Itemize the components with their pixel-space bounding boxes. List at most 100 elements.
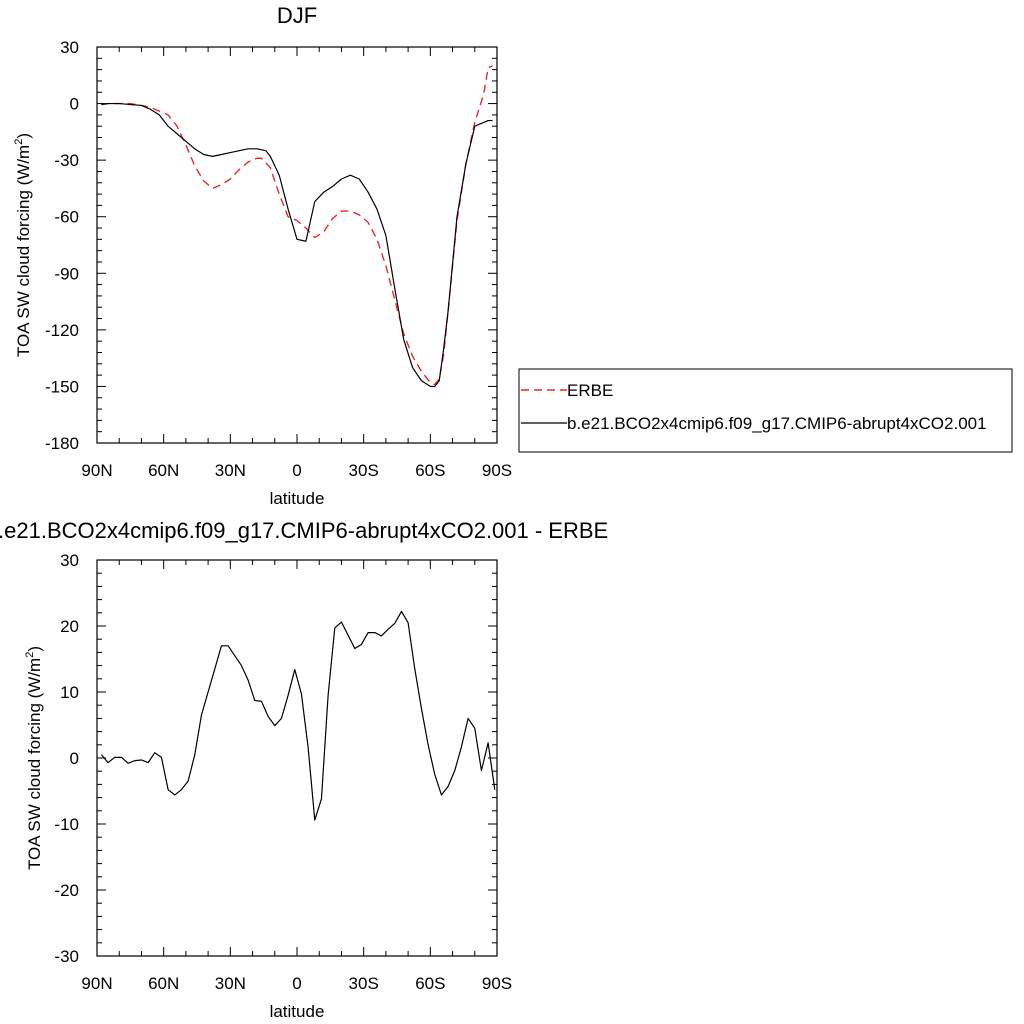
data-point bbox=[440, 794, 442, 796]
data-point bbox=[400, 610, 402, 612]
panel-top-ylabel-tail: ) bbox=[14, 133, 33, 139]
panel-top-ylabel-sup: 2 bbox=[13, 139, 25, 145]
data-point bbox=[185, 144, 187, 146]
data-point bbox=[294, 668, 296, 670]
x-tick-label: 60N bbox=[148, 461, 179, 480]
data-point bbox=[240, 664, 242, 666]
data-point bbox=[380, 635, 382, 637]
data-point bbox=[247, 679, 249, 681]
data-point bbox=[287, 208, 289, 210]
panel-bottom-xlabel: latitude bbox=[270, 1002, 325, 1021]
panel-bottom-ylabel: TOA SW cloud forcing (W/m2) bbox=[24, 646, 44, 870]
data-point bbox=[314, 200, 316, 202]
panel-bottom-series bbox=[100, 610, 496, 821]
data-point bbox=[134, 759, 136, 761]
data-point bbox=[140, 104, 142, 106]
data-point bbox=[260, 700, 262, 702]
x-tick-label: 60N bbox=[148, 974, 179, 993]
data-point bbox=[140, 759, 142, 761]
y-tick-label: -30 bbox=[54, 947, 79, 966]
data-point bbox=[340, 621, 342, 623]
data-point bbox=[487, 742, 489, 744]
panel-bottom-ylabel-sup: 2 bbox=[24, 652, 36, 658]
data-point bbox=[129, 103, 131, 105]
data-point bbox=[114, 756, 116, 758]
data-point bbox=[358, 178, 360, 180]
data-point bbox=[358, 214, 360, 216]
data-point bbox=[229, 151, 231, 153]
panel-top-ylabel: TOA SW cloud forcing (W/m2) bbox=[13, 133, 33, 357]
data-point bbox=[454, 769, 456, 771]
y-tick-label: -90 bbox=[54, 264, 79, 283]
data-point bbox=[278, 193, 280, 195]
panel-top-series bbox=[100, 65, 494, 388]
data-point bbox=[256, 157, 258, 159]
data-point bbox=[167, 125, 169, 127]
data-point bbox=[149, 108, 151, 110]
data-point bbox=[367, 631, 369, 633]
data-point bbox=[300, 693, 302, 695]
data-point bbox=[147, 761, 149, 763]
y-tick-label: -20 bbox=[54, 881, 79, 900]
data-point bbox=[420, 380, 422, 382]
panel-bottom-ylabel-main: TOA SW cloud forcing (W/m bbox=[25, 658, 44, 870]
data-point bbox=[238, 168, 240, 170]
y-tick-label: -30 bbox=[54, 151, 79, 170]
panel-top-title: DJF bbox=[277, 3, 317, 28]
data-point bbox=[474, 121, 476, 123]
data-point bbox=[305, 240, 307, 242]
data-point bbox=[107, 102, 109, 104]
data-point bbox=[167, 114, 169, 116]
data-point bbox=[176, 125, 178, 127]
data-point bbox=[107, 761, 109, 763]
data-point bbox=[280, 717, 282, 719]
data-point bbox=[385, 265, 387, 267]
data-point bbox=[387, 628, 389, 630]
data-point bbox=[407, 622, 409, 624]
x-tick-label: 0 bbox=[292, 974, 301, 993]
legend: ERBE b.e21.BCO2x4cmip6.f09_g17.CMIP6-abr… bbox=[518, 368, 1013, 453]
data-point bbox=[118, 102, 120, 104]
data-point bbox=[260, 157, 262, 159]
y-tick-label: 30 bbox=[60, 551, 79, 570]
data-point bbox=[180, 788, 182, 790]
data-point bbox=[480, 769, 482, 771]
data-point bbox=[427, 744, 429, 746]
data-point bbox=[376, 238, 378, 240]
data-point bbox=[420, 370, 422, 372]
data-point bbox=[314, 819, 316, 821]
panel-bottom-difference: b.e21.BCO2x4cmip6.f09_g17.CMIP6-abrupt4x… bbox=[0, 518, 608, 1021]
data-point bbox=[100, 754, 102, 756]
data-point bbox=[202, 180, 204, 182]
data-point bbox=[327, 694, 329, 696]
data-point bbox=[494, 788, 496, 790]
data-point bbox=[194, 165, 196, 167]
data-point bbox=[194, 754, 196, 756]
series-points-top-1 bbox=[100, 102, 494, 387]
x-tick-label: 0 bbox=[292, 461, 301, 480]
data-point bbox=[322, 231, 324, 233]
y-tick-label: -120 bbox=[45, 321, 79, 340]
data-point bbox=[200, 714, 202, 716]
data-point bbox=[207, 691, 209, 693]
data-point bbox=[482, 93, 484, 95]
data-point bbox=[296, 238, 298, 240]
panel-top-tick-labels: 90N 60N 30N 0 30S 60S 90S 30 0 -30 -60 -90 -120 -150 -… bbox=[45, 38, 512, 480]
data-point bbox=[269, 155, 271, 157]
data-point bbox=[220, 183, 222, 185]
data-point bbox=[460, 746, 462, 748]
data-point bbox=[447, 785, 449, 787]
data-point bbox=[314, 236, 316, 238]
data-point bbox=[227, 645, 229, 647]
data-point bbox=[385, 234, 387, 236]
panel-top-ylabel-main: TOA SW cloud forcing (W/m bbox=[14, 145, 33, 357]
data-point bbox=[447, 310, 449, 312]
data-point bbox=[331, 217, 333, 219]
data-point bbox=[211, 155, 213, 157]
data-point bbox=[456, 216, 458, 218]
data-point bbox=[411, 366, 413, 368]
data-point bbox=[434, 385, 436, 387]
x-tick-label: 90S bbox=[482, 974, 512, 993]
data-point bbox=[247, 161, 249, 163]
data-point bbox=[367, 221, 369, 223]
